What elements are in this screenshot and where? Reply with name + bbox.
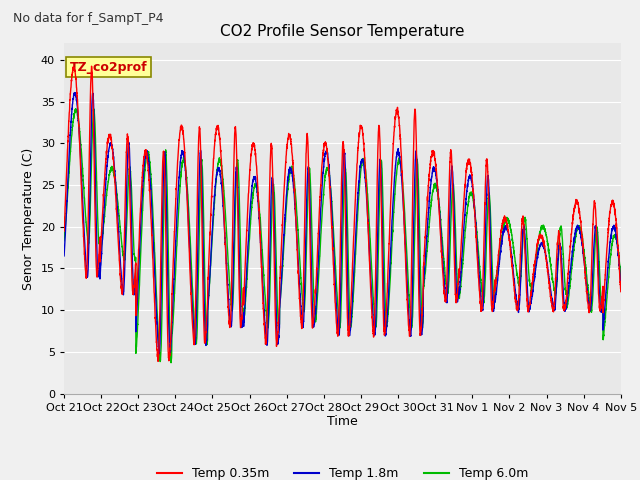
Text: No data for f_SampT_P4: No data for f_SampT_P4 [13,12,163,25]
X-axis label: Time: Time [327,415,358,429]
Title: CO2 Profile Sensor Temperature: CO2 Profile Sensor Temperature [220,24,465,39]
Legend: Temp 0.35m, Temp 1.8m, Temp 6.0m: Temp 0.35m, Temp 1.8m, Temp 6.0m [152,462,533,480]
Y-axis label: Senor Temperature (C): Senor Temperature (C) [22,147,35,289]
Text: TZ_co2prof: TZ_co2prof [70,61,147,74]
